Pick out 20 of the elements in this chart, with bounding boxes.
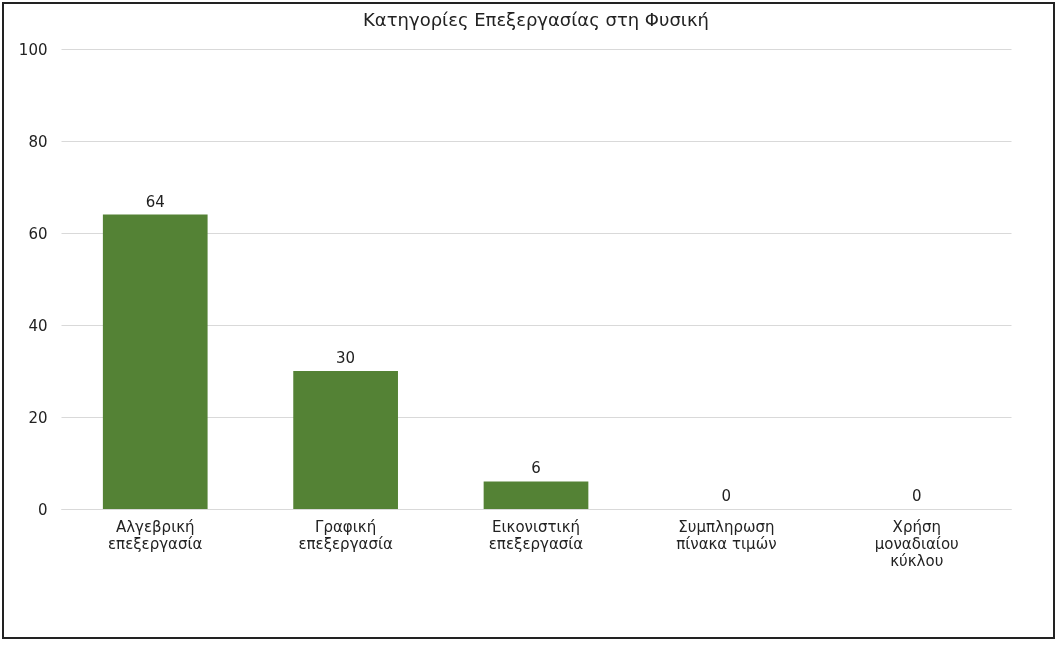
data-label: 64: [145, 192, 165, 211]
data-label: 0: [721, 487, 732, 505]
data-label: 30: [336, 349, 356, 367]
y-tick-label: 100: [18, 40, 48, 59]
bar: [483, 481, 589, 509]
y-tick-label: 40: [28, 316, 48, 335]
x-tick-label: Αλγεβρική επεξεργασία: [108, 517, 203, 553]
data-label: 0: [911, 487, 922, 505]
x-tick-label: Χρήση μοναδιαίου κύκλου: [874, 517, 959, 570]
y-tick-label: 60: [28, 224, 48, 243]
x-tick-label: Γραφική επεξεργασία: [298, 517, 393, 553]
y-tick-label: 80: [28, 132, 48, 151]
y-tick-label: 20: [28, 408, 48, 427]
bar: [102, 214, 208, 509]
data-label: 6: [531, 459, 541, 478]
bar: [293, 371, 398, 509]
y-tick-label: 0: [37, 500, 48, 519]
x-tick-label: Εικονιστική επεξεργασία: [488, 517, 584, 553]
x-tick-label: Συμπληρωση πίνακα τιμών: [676, 517, 777, 553]
chart-title: Κατηγορίες Επεξεργασίας στη Φυσική: [363, 9, 709, 30]
